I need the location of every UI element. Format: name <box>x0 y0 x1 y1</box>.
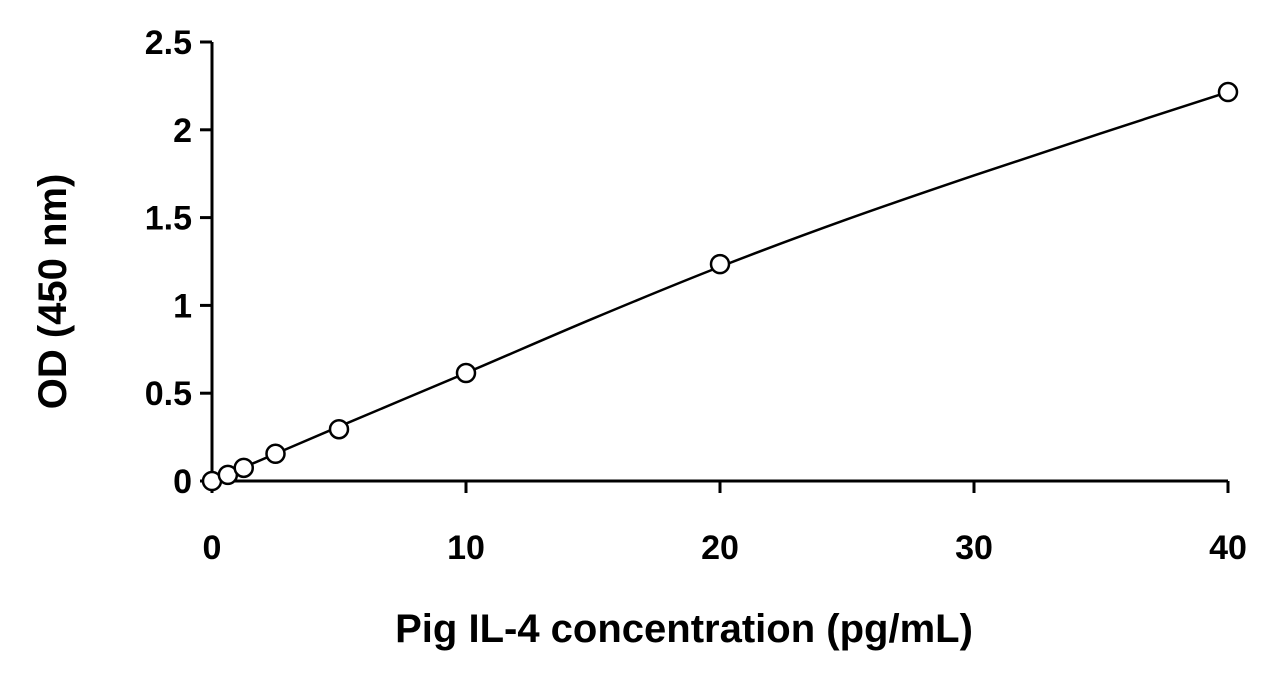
y-tick-label: 2 <box>173 112 192 150</box>
data-points <box>201 81 1239 492</box>
data-point <box>455 362 477 384</box>
data-point <box>233 457 254 479</box>
x-tick-label: 40 <box>1209 529 1247 567</box>
data-point <box>709 253 731 275</box>
y-tick-label: 1 <box>173 287 192 325</box>
fit-curve-line <box>211 90 1229 483</box>
y-axis-title: OD (450 nm) <box>31 174 75 410</box>
x-ticks: 0 10 20 30 40 <box>203 481 1247 567</box>
y-tick-label: 0.5 <box>145 375 192 413</box>
fit-curve-group <box>211 90 1229 483</box>
x-axis-title: Pig IL-4 concentration (pg/mL) <box>395 607 973 651</box>
y-tick-label: 1.5 <box>145 200 192 238</box>
data-point <box>265 443 286 465</box>
y-tick-label: 2.5 <box>145 24 192 62</box>
x-tick-label: 20 <box>701 529 739 567</box>
y-ticks: 0 0.5 1 1.5 2 2.5 <box>145 24 212 501</box>
x-tick-label: 10 <box>447 529 485 567</box>
data-point <box>1217 81 1239 103</box>
data-point <box>328 418 350 440</box>
y-tick-label: 0 <box>173 463 192 501</box>
x-tick-label: 30 <box>955 529 993 567</box>
x-tick-label: 0 <box>203 529 222 567</box>
